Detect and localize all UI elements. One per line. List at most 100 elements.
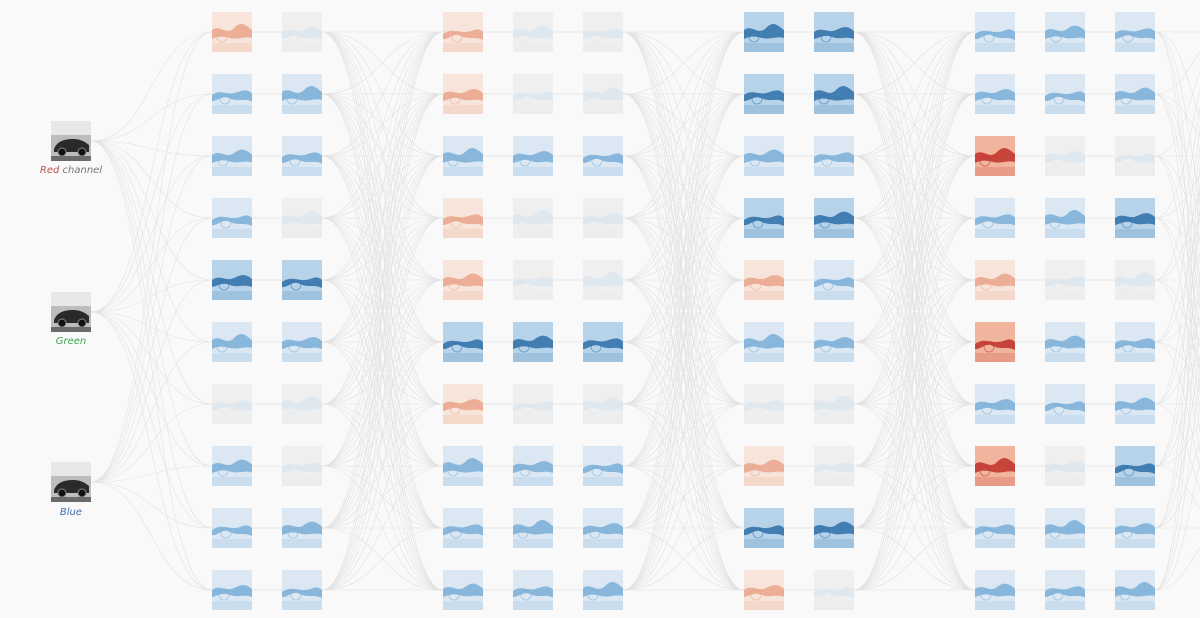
feature-map-wheel	[1119, 279, 1131, 291]
feature-map-wheel	[451, 31, 463, 43]
feature-map	[443, 198, 483, 238]
feature-map-bottom	[1045, 353, 1085, 362]
feature-map-band	[975, 583, 1015, 597]
input-wheel	[77, 488, 87, 498]
feature-map-wheel	[290, 279, 302, 291]
feature-map-band	[814, 462, 854, 474]
feature-map-bottom	[744, 291, 784, 300]
feature-map-band	[282, 587, 322, 598]
feature-map-band	[212, 525, 252, 536]
feature-map-bottom	[814, 291, 854, 300]
connection	[622, 31, 745, 529]
connection	[622, 31, 745, 467]
feature-map-wheel	[751, 403, 763, 415]
connection	[622, 527, 745, 591]
feature-maps	[51, 12, 1155, 610]
connection	[1154, 249, 1200, 467]
feature-map-band	[583, 463, 623, 474]
connection	[90, 31, 213, 142]
connection	[90, 140, 213, 529]
feature-map-bottom	[282, 229, 322, 238]
feature-map-band	[1115, 213, 1155, 225]
feature-map-band	[212, 149, 252, 163]
feature-map-wheel	[1122, 341, 1134, 353]
connection	[622, 31, 745, 591]
feature-map	[1045, 136, 1085, 176]
feature-map-wheel	[1049, 527, 1061, 539]
feature-map-wheel	[589, 527, 601, 539]
connection	[622, 93, 745, 591]
feature-map-bottom	[282, 353, 322, 362]
feature-map-bottom	[975, 291, 1015, 300]
feature-map	[975, 446, 1015, 486]
feature-map	[975, 384, 1015, 424]
feature-map	[744, 136, 784, 176]
feature-map-wheel	[819, 217, 831, 229]
connection	[321, 31, 444, 219]
feature-map-bottom	[513, 539, 553, 548]
feature-map-band	[1045, 335, 1085, 349]
feature-map	[443, 570, 483, 610]
feature-map	[513, 12, 553, 52]
connection	[853, 341, 976, 591]
connection	[622, 31, 745, 95]
feature-map-bottom	[513, 291, 553, 300]
feature-map-bottom	[1115, 105, 1155, 114]
feature-map-band	[212, 215, 252, 226]
feature-map-bottom	[814, 601, 854, 610]
feature-map	[744, 384, 784, 424]
feature-map-band	[975, 148, 1015, 163]
feature-map-band	[282, 462, 322, 474]
feature-map	[282, 260, 322, 300]
connection	[1154, 107, 1200, 281]
feature-map-band	[443, 148, 483, 163]
input-label: Red channel	[40, 165, 102, 176]
connection	[622, 279, 745, 591]
connection	[853, 31, 976, 95]
feature-map-wheel	[1052, 589, 1064, 601]
connection	[321, 279, 444, 591]
feature-map	[443, 322, 483, 362]
feature-map-band	[744, 459, 784, 473]
feature-map-bottom	[443, 539, 483, 548]
feature-map	[513, 74, 553, 114]
feature-map-wheel	[1121, 527, 1133, 539]
feature-map-bottom	[583, 105, 623, 114]
feature-map	[814, 74, 854, 114]
feature-map	[443, 384, 483, 424]
feature-map-band	[975, 214, 1015, 226]
feature-map-wheel	[982, 217, 994, 229]
feature-map-wheel	[587, 279, 599, 291]
feature-map-band	[212, 24, 252, 39]
feature-map	[1115, 260, 1155, 300]
feature-map-band	[744, 585, 784, 597]
feature-map-band	[513, 335, 553, 349]
feature-map	[1045, 446, 1085, 486]
feature-map-wheel	[220, 527, 232, 539]
feature-map-band	[212, 400, 252, 412]
connection	[1154, 441, 1200, 529]
feature-map	[583, 384, 623, 424]
feature-map	[513, 198, 553, 238]
feature-map-bottom	[814, 229, 854, 238]
feature-map-wheel	[517, 527, 529, 539]
feature-map-band	[212, 275, 252, 287]
feature-map-bottom	[513, 43, 553, 52]
feature-map-band	[1045, 25, 1085, 39]
feature-map-band	[443, 273, 483, 287]
feature-map-wheel	[981, 403, 993, 415]
feature-map	[583, 570, 623, 610]
feature-map-band	[1045, 91, 1085, 102]
feature-map-band	[513, 91, 553, 102]
feature-map-bottom	[443, 229, 483, 238]
feature-map-wheel	[1123, 155, 1135, 167]
connection	[853, 31, 976, 467]
feature-map-band	[282, 396, 322, 411]
feature-map-bottom	[282, 43, 322, 52]
feature-map-wheel	[286, 93, 298, 105]
feature-map-wheel	[752, 217, 764, 229]
connection	[853, 31, 976, 343]
feature-map-bottom	[975, 229, 1015, 238]
feature-map	[1115, 446, 1155, 486]
feature-map-band	[212, 459, 252, 473]
